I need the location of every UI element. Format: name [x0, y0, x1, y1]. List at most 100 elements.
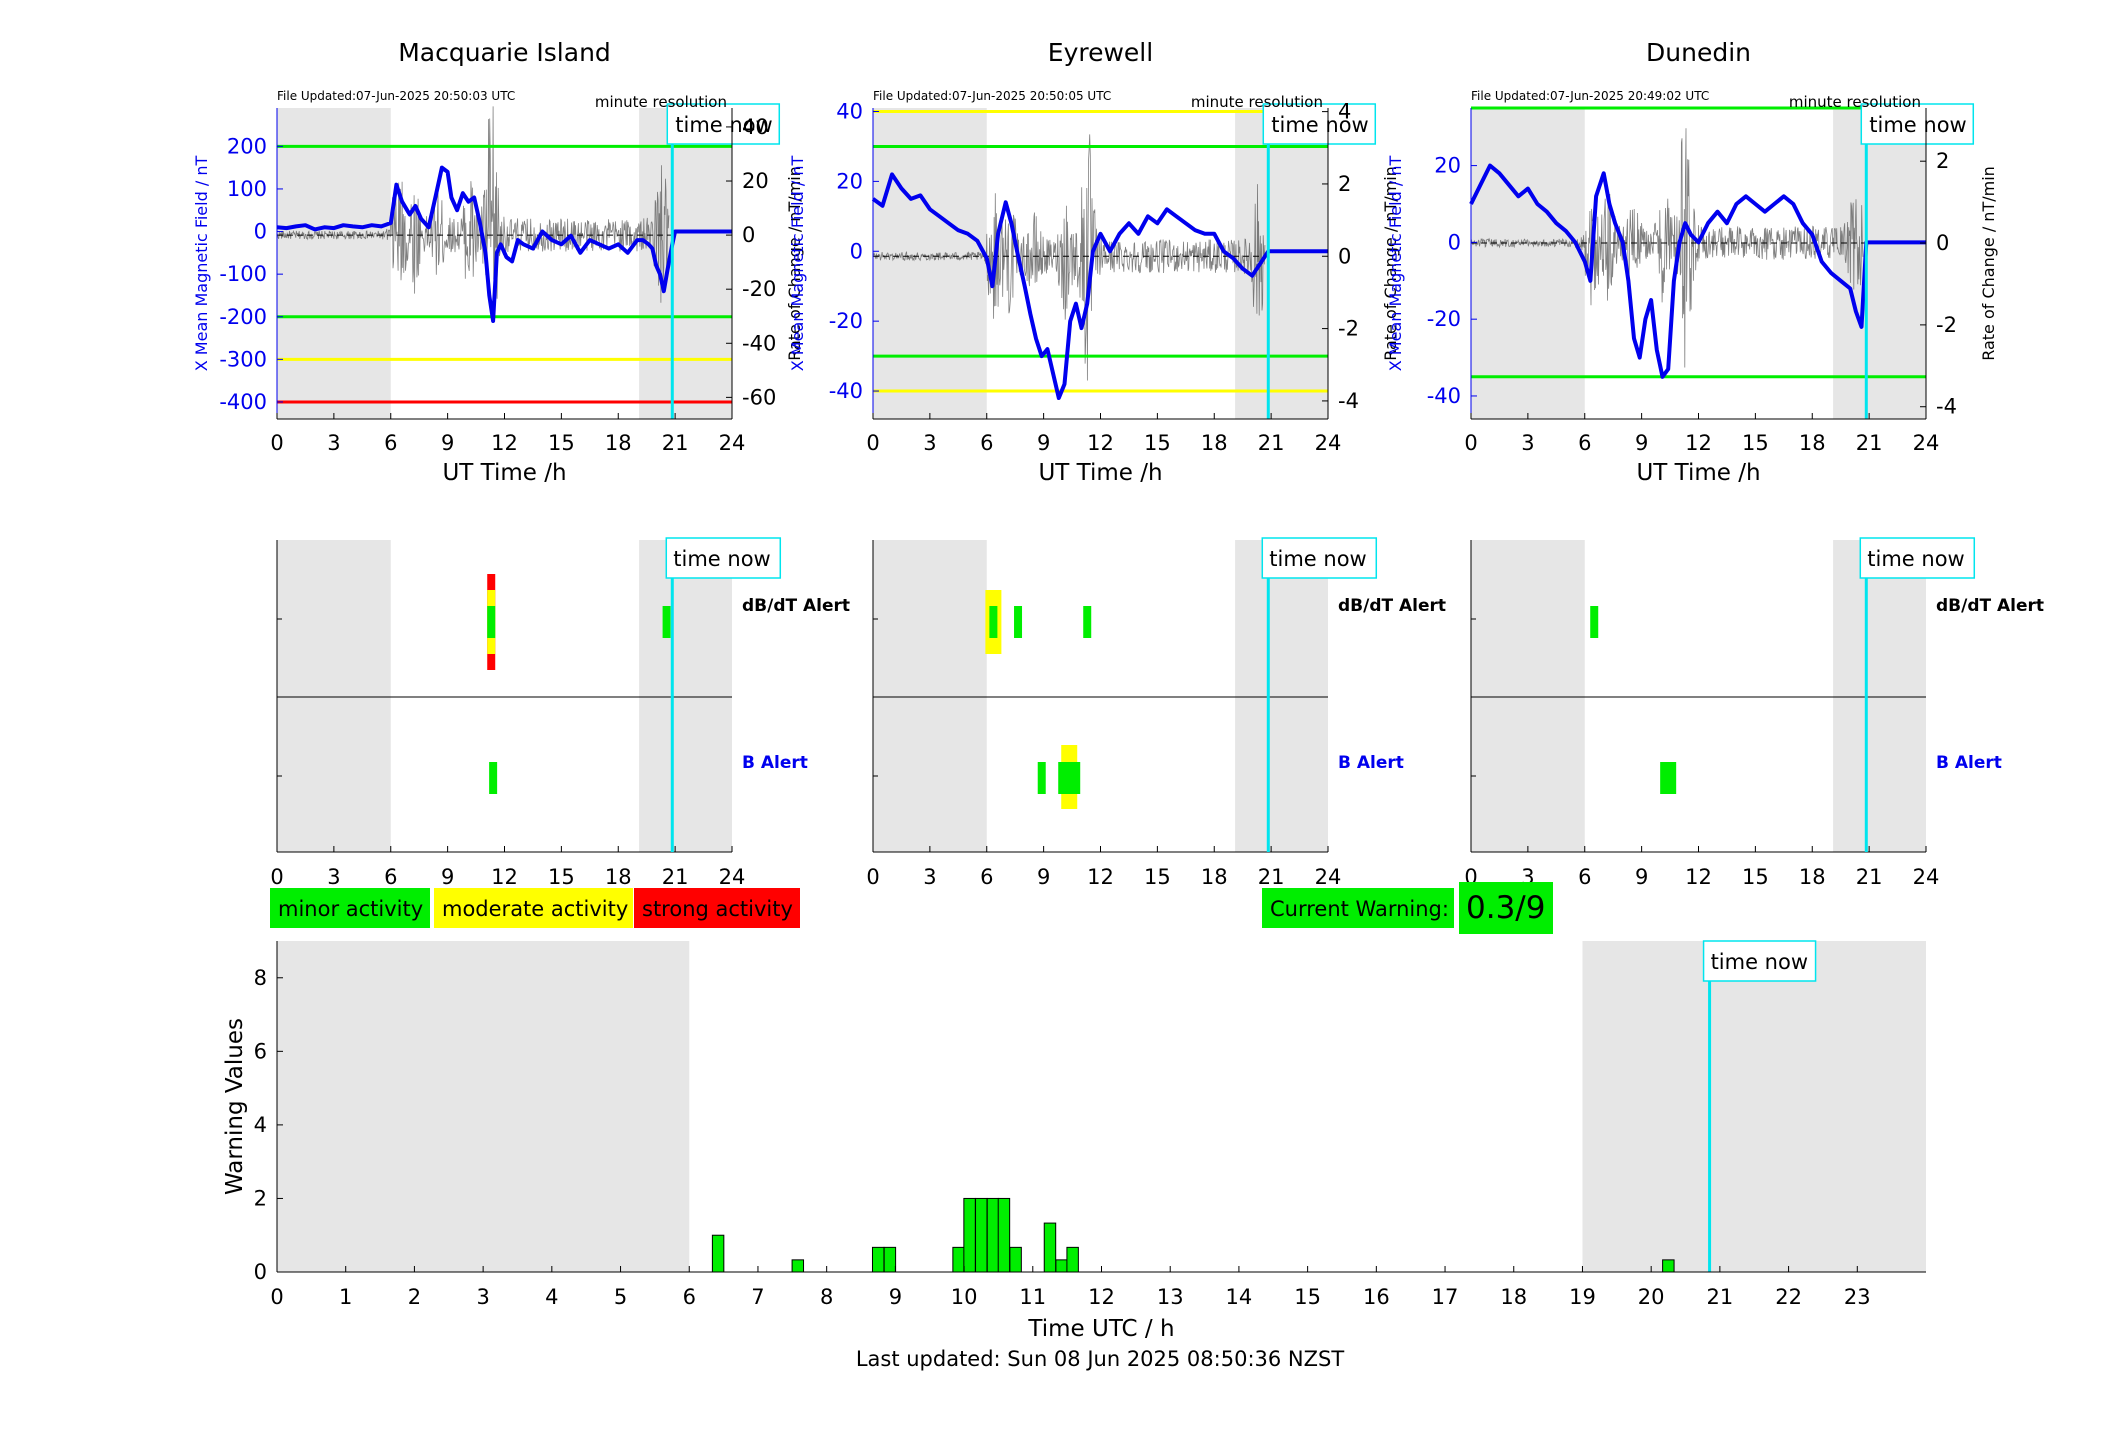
x-tick-label: 9: [889, 1285, 902, 1309]
y2-tick-label: 2: [1936, 149, 1949, 173]
x-tick-label: 4: [545, 1285, 558, 1309]
y-tick-label: -40: [1427, 384, 1461, 408]
y-tick-label: 0: [850, 239, 863, 263]
dbdt-alert-label: dB/dT Alert: [742, 596, 850, 616]
warning-bar: [1662, 1259, 1675, 1273]
legend-strong-label: strong activity: [642, 897, 793, 921]
night-shade: [1471, 540, 1585, 852]
x-tick-label: 6: [683, 1285, 696, 1309]
x-axis-label: UT Time /h: [1038, 460, 1162, 486]
y2-tick-label: 2: [1338, 172, 1351, 196]
x-tick-label: 6: [1578, 431, 1591, 455]
y2-tick-label: 4: [1338, 100, 1351, 124]
x-tick-label: 9: [1635, 865, 1648, 889]
x-tick-label: 12: [1685, 431, 1712, 455]
b-alert-label: B Alert: [1936, 753, 2002, 773]
x-tick-label: 22: [1775, 1285, 1802, 1309]
x-tick-label: 3: [327, 865, 340, 889]
night-shade: [639, 540, 732, 852]
x-tick-label: 3: [923, 865, 936, 889]
x-tick-label: 6: [1578, 865, 1591, 889]
time-now-label: time now: [1711, 950, 1808, 974]
x-tick-label: 6: [384, 431, 397, 455]
time-now-box: [666, 103, 781, 145]
dbdt-alert-mark-minor: [1083, 606, 1092, 638]
file-updated: File Updated:07-Jun-2025 20:50:05 UTC: [873, 89, 1111, 103]
b-alert-mark-minor: [1660, 762, 1677, 794]
y-tick-label: 6: [254, 1039, 267, 1063]
current-warning-label-box: [1262, 888, 1454, 928]
legend-moderate-label: moderate activity: [442, 897, 628, 921]
x-tick-label: 18: [605, 865, 632, 889]
station-title: Macquarie Island: [398, 38, 611, 67]
x-tick-label: 2: [408, 1285, 421, 1309]
legend-moderate-swatch: [434, 888, 633, 928]
x-tick-label: 3: [327, 431, 340, 455]
b-alert-mark-minor: [1058, 762, 1081, 794]
y2-axis-label: Rate of Change / nT/min: [1381, 166, 1400, 361]
y-tick-label: -40: [829, 379, 863, 403]
rate-of-change-trace: [872, 134, 1266, 381]
y2-tick-label: -4: [1338, 389, 1359, 413]
x-tick-label: 15: [1294, 1285, 1321, 1309]
alert-panel-1: time now 0 3 6 9 12 15 18 21 24 dB/dT Alert B Alert: [270, 537, 850, 889]
x-tick-label: 24: [1315, 431, 1342, 455]
minute-resolution: minute resolution: [1191, 93, 1323, 111]
x-tick-label: 9: [441, 865, 454, 889]
x-tick-label: 3: [476, 1285, 489, 1309]
x-tick-label: 24: [1913, 431, 1940, 455]
x-axis-label: Time UTC / h: [1027, 1316, 1174, 1342]
y-axis-label: X Mean Magnetic Field / nT: [1386, 156, 1405, 372]
warning-bar: [952, 1246, 965, 1273]
y-tick-label: 100: [227, 177, 267, 201]
x-tick-label: 21: [662, 865, 689, 889]
warning-bar: [1055, 1259, 1068, 1273]
y2-tick-label: 0: [742, 223, 755, 247]
y2-axis-label: Rate of Change / nT/min: [785, 166, 804, 361]
y-tick-label: -20: [829, 309, 863, 333]
warning-bar: [871, 1246, 885, 1273]
time-now-label: time now: [673, 547, 770, 571]
x-tick-label: 18: [1799, 431, 1826, 455]
x-tick-label: 21: [1856, 431, 1883, 455]
y2-tick-label: 20: [742, 169, 769, 193]
y-tick-label: 0: [1448, 230, 1461, 254]
y-tick-label: 200: [227, 134, 267, 158]
time-now-label: time now: [1269, 547, 1366, 571]
y-axis-label: Warning Values: [222, 1018, 248, 1195]
y2-axis-label: Rate of Change / nT/min: [1979, 166, 1998, 361]
activity-legend: minor activity moderate activity strong ac…: [270, 888, 800, 928]
y-tick-label: 20: [836, 169, 863, 193]
x-tick-label: 3: [923, 431, 936, 455]
dbdt-alert-mark-minor: [487, 606, 496, 638]
x-tick-label: 1: [339, 1285, 352, 1309]
x-tick-label: 10: [951, 1285, 978, 1309]
time-now-label: time now: [1271, 113, 1368, 137]
y-tick-label: 0: [254, 220, 267, 244]
x-tick-label: 18: [1799, 865, 1826, 889]
x-tick-label: 3: [1521, 431, 1534, 455]
current-warning-label: Current Warning:: [1270, 897, 1449, 921]
minute-resolution: minute resolution: [595, 93, 727, 111]
x-tick-label: 21: [662, 431, 689, 455]
y2-tick-label: 0: [1338, 244, 1351, 268]
x-tick-label: 0: [270, 1285, 283, 1309]
current-warning-value: 0.3/9: [1466, 890, 1545, 926]
x-tick-label: 20: [1638, 1285, 1665, 1309]
dbdt-alert-label: dB/dT Alert: [1338, 596, 1446, 616]
legend-minor-swatch: [270, 888, 430, 928]
x-tick-label: 15: [1144, 431, 1171, 455]
x-tick-label: 0: [866, 865, 879, 889]
time-now-label: time now: [1867, 547, 1964, 571]
x-tick-label: 18: [1500, 1285, 1527, 1309]
y-tick-label: 4: [254, 1113, 267, 1137]
night-shade: [639, 108, 732, 419]
y-tick-label: -200: [219, 305, 267, 329]
x-tick-label: 24: [719, 865, 746, 889]
x-tick-label: 12: [1087, 431, 1114, 455]
